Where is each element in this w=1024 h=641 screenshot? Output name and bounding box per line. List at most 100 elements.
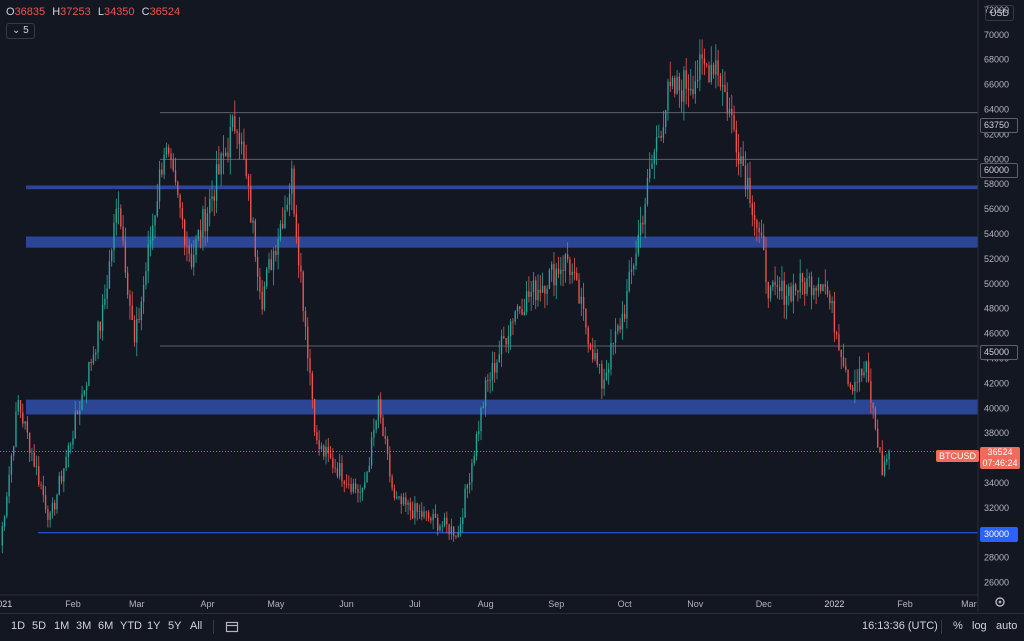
candle [213,189,215,217]
candle [760,219,763,239]
range-3m-button[interactable]: 3M [76,620,92,632]
candle [284,195,286,230]
candle [81,385,83,411]
candle [313,398,316,437]
candle [115,198,117,236]
candle [211,180,213,212]
candle [685,57,687,105]
y-tick-label: 70000 [984,30,1009,40]
candle [587,325,589,353]
candle [411,501,414,520]
candle [569,256,571,285]
support-zone-2[interactable] [26,185,978,190]
candle [667,78,669,121]
candle [715,44,717,89]
candle [329,445,332,460]
candle [345,474,348,489]
candle [726,82,728,121]
range-1d-button[interactable]: 1D [11,620,26,632]
candle [215,150,218,214]
candle [183,218,186,256]
candle [199,219,202,249]
candle [439,523,441,532]
support-zone-1[interactable] [26,236,978,248]
candle [639,206,642,248]
open-key: O [6,6,15,18]
utc-clock[interactable]: 16:13:36 (UTC) [862,620,938,632]
candle [692,75,694,99]
candle [361,487,364,501]
candle [222,135,225,175]
candle [626,279,628,329]
candle [154,214,156,239]
candle [592,337,594,363]
candle [414,496,416,525]
log-scale-toggle[interactable]: log [972,620,987,632]
candle [309,348,311,386]
candle [785,284,788,320]
range-ytd-button[interactable]: YTD [120,620,142,632]
candle [149,226,152,257]
settings-gear-icon[interactable] [995,597,1005,607]
candle [603,368,605,396]
candle [471,459,473,491]
candle [794,282,797,296]
y-tick-label: 38000 [984,428,1009,438]
candle [227,137,229,163]
candle [352,478,355,494]
candle [560,257,562,286]
candle [266,266,268,289]
candle [694,60,696,104]
candle [653,148,655,180]
candle [95,348,97,361]
candle [519,306,521,315]
compare-range-icon[interactable] [225,620,239,634]
candle [402,492,405,506]
candle [731,94,733,134]
candle [405,492,407,513]
candle [234,100,236,134]
candle [375,419,377,434]
candle [801,272,804,296]
x-tick-label: Oct [618,599,633,609]
low-key: L [97,6,104,18]
candle [364,472,366,490]
range-5d-button[interactable]: 5D [32,620,47,632]
candle [138,307,140,324]
x-tick-label: Dec [756,599,773,609]
range-1y-button[interactable]: 1Y [147,620,161,632]
candle [92,345,95,365]
candle [660,130,662,142]
chevron-icon: ⌄ [12,25,21,36]
symbol-badge: BTCUSD [936,450,980,462]
range-all-button[interactable]: All [190,620,203,632]
candle [126,266,129,299]
candle [236,128,238,150]
y-tick-label: 46000 [984,329,1009,339]
candle [457,525,459,538]
candle [516,303,519,319]
candle [769,285,772,302]
range-6m-button[interactable]: 6M [98,620,114,632]
candle [181,202,184,229]
auto-scale-toggle[interactable]: auto [996,620,1018,632]
candle [765,237,767,294]
percent-scale-toggle[interactable]: % [953,620,963,632]
candle [250,173,252,223]
candle [858,356,861,392]
range-1m-button[interactable]: 1M [54,620,70,632]
candle [373,418,375,447]
support-zone-0[interactable] [26,399,978,415]
candle [190,243,193,270]
y-tick-label: 72000 [984,5,1009,15]
candle [368,457,370,473]
candle [619,318,621,334]
candle [772,279,774,292]
indicators-collapse-button[interactable]: ⌄ 5 [6,23,35,39]
candle [446,511,448,534]
candle [261,279,263,315]
currency-selector[interactable]: USD [985,5,1015,21]
range-5y-button[interactable]: 5Y [168,620,182,632]
candle [804,277,806,306]
